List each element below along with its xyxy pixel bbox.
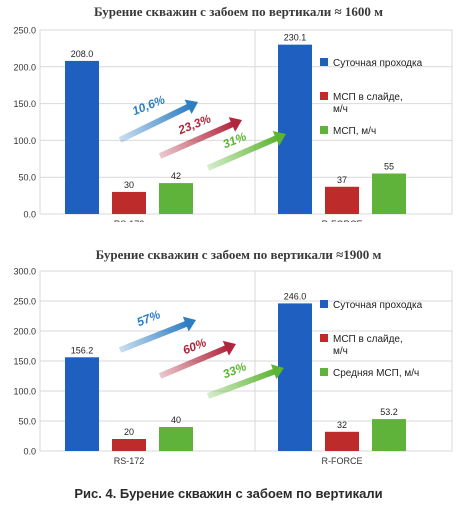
annotation-arrow [206,131,286,171]
bar [325,186,359,214]
annotation-label: 33% [221,359,249,381]
bar [159,183,193,214]
chart-title: Бурение скважин с забоем по вертикали ≈1… [95,247,382,262]
y-tick-label: 200.0 [13,327,36,337]
annotation-label: 57% [135,307,163,329]
y-tick-label: 150.0 [13,357,36,367]
x-tick-label: RS-172 [114,219,145,222]
legend-label: Средняя МСП, м/ч [333,368,419,379]
chart-1900: 0.0 50.0 100.0 150.0 200.0 250.0 300.0 156.2 20 4… [13,267,453,466]
bar [372,173,406,214]
data-label: 246.0 [284,291,307,301]
annotation-label: 31% [221,129,249,151]
legend-label: м/ч [333,104,348,115]
y-tick-label: 150.0 [13,99,36,109]
bar [112,191,146,214]
bar [159,427,193,451]
bar [65,60,99,214]
data-label: 156.2 [71,345,94,355]
annotation-arrow [118,316,197,353]
data-label: 230.1 [284,33,307,43]
legend-label: Суточная проходка [333,58,423,69]
legend-label: м/ч [333,346,348,357]
y-tick-label: 300.0 [13,267,36,277]
y-tick-label: 250.0 [13,297,36,307]
annotation-arrow [206,364,285,399]
legend-label: Суточная проходка [333,300,423,311]
annotation-label: 10,6% [130,92,167,118]
data-label: 30 [124,180,134,190]
figure-caption: Рис. 4. Бурение скважин с забоем по верт… [74,486,383,501]
legend-label: МСП в слайде, [333,334,403,345]
bar [278,303,312,451]
data-label: 32 [337,420,347,430]
x-tick-label: R-FORCE [322,456,363,466]
legend-label: МСП в слайде, [333,92,403,103]
legend-swatch [320,300,328,308]
annotation-arrow [158,117,242,159]
y-tick-label: 200.0 [13,62,36,72]
bar [278,44,312,215]
data-label: 55 [384,162,394,172]
chart-title: Бурение скважин с забоем по вертикали ≈ … [93,4,384,19]
y-tick-label: 0.0 [23,210,36,220]
y-tick-label: 50.0 [18,173,36,183]
data-label: 208.0 [71,49,94,59]
legend-swatch [320,58,328,66]
bar [112,439,146,451]
x-tick-label: R-FORCE [322,219,363,222]
data-label: 53.2 [380,407,398,417]
annotation-label: 60% [181,335,209,357]
annotation-arrow [118,99,198,143]
legend-swatch [320,92,328,100]
legend-swatch [320,368,328,376]
data-label: 20 [124,427,134,437]
plot-frame [39,29,453,215]
y-tick-label: 250.0 [13,26,36,36]
y-tick-label: 0.0 [23,447,36,457]
bar [65,357,99,451]
y-tick-label: 50.0 [18,417,36,427]
bar [372,419,406,451]
data-label: 42 [171,171,181,181]
y-tick-label: 100.0 [13,136,36,146]
chart-1600: 0.0 50.0 100.0 150.0 200.0 250.0 208.0 30 42 RS-1… [13,26,453,222]
data-label: 40 [171,415,181,425]
x-tick-label: RS-172 [114,456,145,466]
bar [325,431,359,451]
data-label: 37 [337,175,347,185]
annotation-arrow [158,340,236,379]
y-tick-label: 100.0 [13,387,36,397]
plot-frame [39,270,453,452]
legend-swatch [320,126,328,134]
legend-label: МСП, м/ч [333,126,376,137]
legend-swatch [320,334,328,342]
